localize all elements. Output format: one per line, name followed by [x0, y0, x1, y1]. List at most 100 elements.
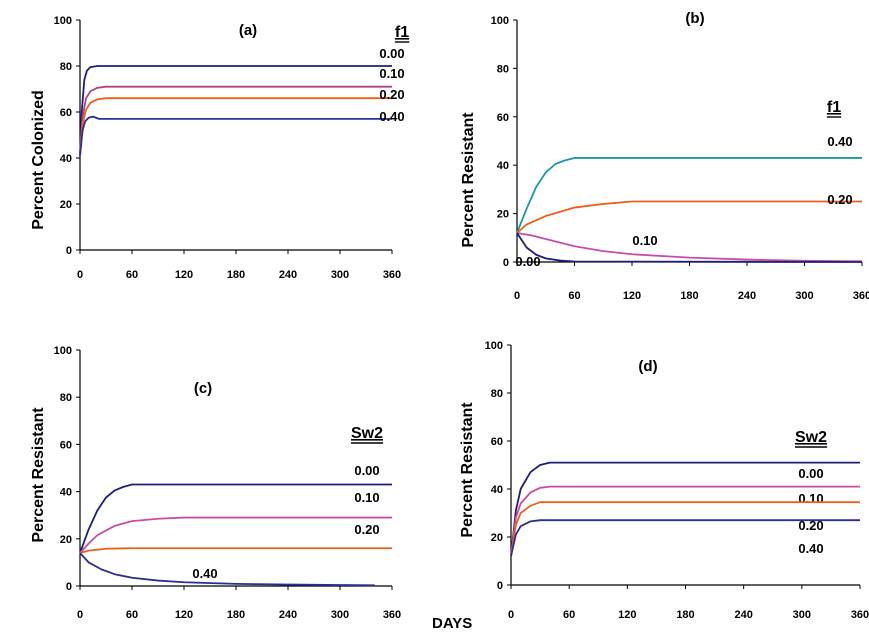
y-tick-label: 40: [60, 487, 72, 499]
x-tick-label: 360: [853, 290, 869, 302]
panel-title: (b): [685, 10, 704, 27]
series-line-0.10: [510, 485, 860, 557]
series-label: 0.20: [827, 192, 852, 207]
series-label: 0.40: [192, 566, 217, 581]
series-line-0.00: [516, 232, 863, 263]
y-tick-label: 80: [60, 61, 72, 73]
y-tick-label: 20: [60, 199, 72, 211]
y-axis-label: Percent Resistant: [459, 402, 476, 538]
y-tick-label: 40: [497, 160, 509, 172]
series-label: 0.40: [827, 134, 852, 149]
x-tick-label: 0: [514, 290, 520, 302]
y-tick-label: 60: [60, 439, 72, 451]
series-line-0.40: [516, 157, 862, 234]
y-tick-label: 20: [60, 534, 72, 546]
x-tick-label: 300: [331, 609, 349, 621]
y-tick-label: 0: [503, 257, 509, 269]
series-line-0.40: [79, 115, 392, 156]
y-tick-label: 100: [54, 345, 72, 357]
x-tick-label: 0: [77, 609, 83, 621]
y-tick-label: 20: [491, 532, 503, 544]
x-tick-label: 60: [568, 290, 580, 302]
series-label: 0.20: [379, 87, 404, 102]
y-tick-label: 0: [66, 245, 72, 257]
x-tick-label: 240: [279, 269, 297, 281]
x-tick-label: 60: [126, 269, 138, 281]
chart-panel-3: 0 20 40 60 80 100 0 60 120 180 240 300 360 Percent Re…: [30, 345, 401, 621]
series-line-0.00: [79, 483, 392, 554]
y-axis-label: Percent Colonized: [30, 90, 47, 230]
x-tick-label: 120: [618, 609, 636, 621]
x-tick-label: 240: [279, 609, 297, 621]
x-tick-label: 180: [676, 609, 694, 621]
x-tick-label: 0: [77, 269, 83, 281]
legend-title: Sw2: [795, 429, 827, 446]
y-axis-label: Percent Resistant: [460, 112, 477, 248]
y-tick-label: 80: [60, 392, 72, 404]
series-line-0.10: [79, 516, 392, 554]
y-tick-label: 0: [66, 581, 72, 593]
panel-title: (a): [239, 22, 257, 39]
x-tick-label: 360: [383, 269, 401, 281]
x-tick-label: 180: [227, 269, 245, 281]
series-line-0.20: [79, 547, 392, 554]
chart-panel-2: 0 20 40 60 80 100 0 60 120 180 240 300 360 Percent Re…: [460, 10, 869, 302]
x-tick-label: 120: [175, 609, 193, 621]
legend-title: f1: [395, 24, 409, 41]
series-line-0.00: [510, 461, 860, 557]
x-tick-label: 300: [793, 609, 811, 621]
x-tick-label: 240: [738, 290, 756, 302]
x-tick-label: 300: [795, 290, 813, 302]
series-line-0.10: [79, 85, 392, 156]
y-tick-label: 40: [491, 484, 503, 496]
x-tick-label: 300: [331, 269, 349, 281]
series-label: 0.40: [379, 109, 404, 124]
series-line-0.20: [79, 97, 392, 156]
x-tick-label: 360: [851, 609, 869, 621]
shared-x-axis-label: DAYS: [432, 615, 472, 632]
y-tick-label: 60: [60, 107, 72, 119]
series-line-0.20: [516, 200, 862, 234]
panel-title: (c): [194, 380, 212, 397]
x-tick-label: 60: [126, 609, 138, 621]
legend-title: Sw2: [351, 425, 383, 442]
series-line-0.20: [510, 501, 860, 557]
x-tick-label: 60: [563, 609, 575, 621]
y-tick-label: 80: [497, 63, 509, 75]
x-tick-label: 240: [734, 609, 752, 621]
series-label: 0.00: [798, 466, 823, 481]
y-tick-label: 0: [497, 580, 503, 592]
series-label: 0.00: [515, 254, 540, 269]
y-tick-label: 40: [60, 153, 72, 165]
x-tick-label: 120: [623, 290, 641, 302]
series-label: 0.10: [354, 490, 379, 505]
series-label: 0.10: [632, 233, 657, 248]
x-tick-label: 0: [508, 609, 514, 621]
series-label: 0.40: [798, 541, 823, 556]
y-axis-label: Percent Resistant: [30, 407, 47, 543]
y-tick-label: 100: [491, 15, 509, 27]
series-line-0.10: [516, 232, 863, 263]
y-tick-label: 60: [497, 112, 509, 124]
series-line-0.40: [79, 552, 375, 587]
y-tick-label: 20: [497, 209, 509, 221]
series-label: 0.00: [354, 463, 379, 478]
chart-panel-4: 0 20 40 60 80 100 0 60 120 180 240 300 360 Percent Re…: [459, 340, 869, 621]
x-tick-label: 180: [227, 609, 245, 621]
series-label: 0.00: [379, 46, 404, 61]
y-tick-label: 100: [485, 340, 503, 352]
panel-title: (d): [638, 358, 657, 375]
chart-panel-1: 0 20 40 60 80 100 0 60 120 180 240 300 360 Percent Co…: [30, 15, 410, 281]
y-tick-label: 60: [491, 436, 503, 448]
x-tick-label: 180: [680, 290, 698, 302]
y-tick-label: 80: [491, 388, 503, 400]
legend-title: f1: [827, 99, 841, 116]
x-tick-label: 360: [383, 609, 401, 621]
y-tick-label: 100: [54, 15, 72, 27]
series-label: 0.20: [798, 518, 823, 533]
series-label: 0.20: [354, 522, 379, 537]
series-label: 0.10: [379, 66, 404, 81]
series-line-0.00: [79, 65, 392, 156]
series-line-0.40: [510, 519, 860, 557]
